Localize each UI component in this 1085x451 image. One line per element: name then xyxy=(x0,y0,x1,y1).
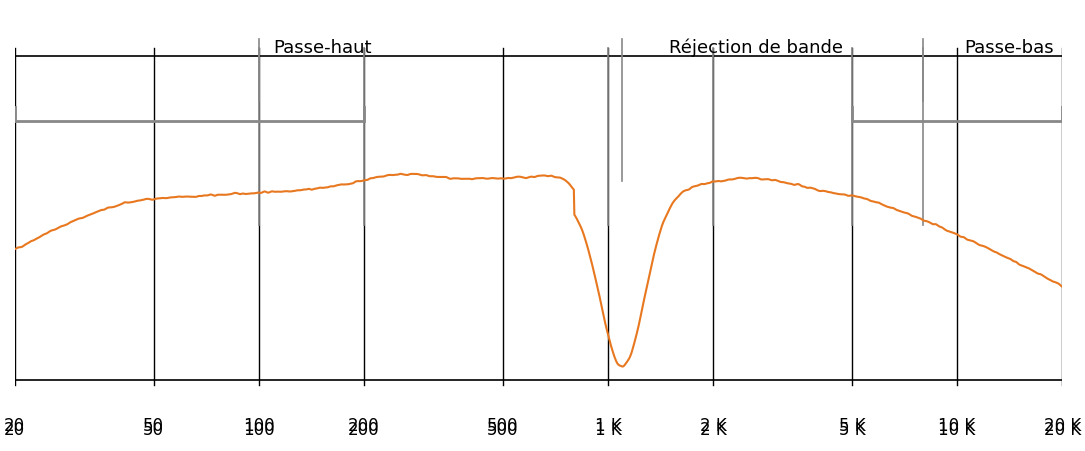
Text: 20 K: 20 K xyxy=(1044,416,1081,433)
Text: 10 K: 10 K xyxy=(939,420,975,438)
Text: 5 K: 5 K xyxy=(839,416,866,433)
Text: 1 K: 1 K xyxy=(595,416,622,433)
Text: Passe-haut: Passe-haut xyxy=(273,39,372,57)
Text: 500: 500 xyxy=(487,416,519,433)
Text: 500: 500 xyxy=(487,420,519,438)
Text: 200: 200 xyxy=(348,416,380,433)
Text: 2 K: 2 K xyxy=(700,420,727,438)
Text: 1 K: 1 K xyxy=(595,420,622,438)
Text: 20: 20 xyxy=(4,416,25,433)
Text: 50: 50 xyxy=(143,420,164,438)
Text: 200: 200 xyxy=(348,420,380,438)
Text: Réjection de bande: Réjection de bande xyxy=(669,39,843,57)
Text: Passe-bas: Passe-bas xyxy=(965,39,1055,57)
Text: 100: 100 xyxy=(243,416,275,433)
Text: 5 K: 5 K xyxy=(839,420,866,438)
Text: 10 K: 10 K xyxy=(939,416,975,433)
Text: 100: 100 xyxy=(243,420,275,438)
Text: 50: 50 xyxy=(143,416,164,433)
Text: 20 K: 20 K xyxy=(1044,420,1081,438)
Text: 2 K: 2 K xyxy=(700,416,727,433)
Text: 20: 20 xyxy=(4,420,25,438)
